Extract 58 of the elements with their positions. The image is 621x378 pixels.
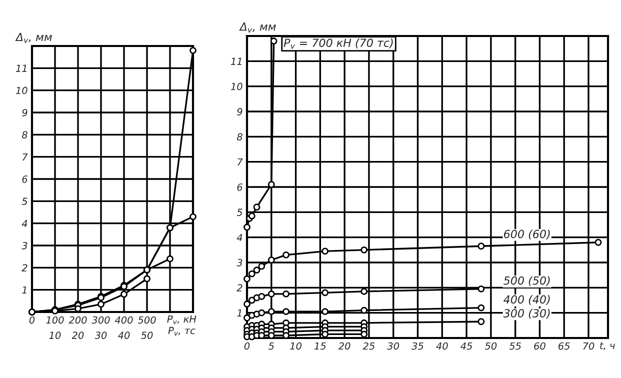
series-label: 400 (40) [504,295,550,305]
x-tick-label: 10 [290,342,302,350]
y-tick-label: 3 [22,242,28,250]
y-tick-label: 9 [22,108,28,116]
series-label: 500 (50) [504,276,550,286]
y-tick-label: 5 [22,198,28,205]
x-tick-label: 500 [138,316,156,324]
x-tick-label: 300 [92,316,110,324]
y-tick-label: 10 [230,82,242,90]
y-tick-label: 2 [22,264,28,272]
y-tick-label: 5 [236,208,242,216]
x-tick-label: 50 [484,342,497,350]
x-tick-label: 30 [387,342,400,350]
y-tick-label: 11 [16,64,26,72]
x-tick-label: 200 [68,316,87,324]
x2-tick-label: 30 [94,332,107,339]
x2-tick-label: 20 [72,332,84,339]
y-tick-label: 4 [22,220,28,228]
y-tick-label: 4 [236,234,242,242]
y-tick-label: 7 [238,158,243,166]
x-tick-label: 20 [338,342,350,350]
x-tick-label: 15 [314,342,326,350]
x-tick-label: 35 [412,342,424,350]
x2-tick-label: 10 [49,332,61,339]
y-tick-label: 6 [237,183,242,191]
x-tick-label: 55 [509,342,521,350]
x-tick-label: 25 [362,342,375,350]
y-tick-label: 3 [236,258,242,266]
x2-tick-label: 50 [141,332,153,339]
x-tick-label: 70 [583,342,594,350]
series-label: P$_{v}$ = 700 кН (70 тс) [284,38,393,49]
y-tick-label: 9 [237,108,242,116]
x-tick-label: 45 [460,342,472,350]
y-tick-label: 8 [236,133,242,140]
x-tick-label: 0 [244,342,250,350]
x2-axis-title: P$_{v}$, тс [168,326,196,336]
y-axis-title: Δ$_{v}$, мм [15,32,52,43]
x-axis-title: t, ч [600,342,615,350]
x-tick-label: 100 [46,316,64,324]
x-axis-title: P$_{v}$, кН [167,315,196,324]
series-label: 300 (30) [503,308,550,319]
x-tick-label: 60 [534,342,546,350]
y-tick-label: 10 [16,86,28,94]
x-tick-label: 40 [436,342,448,350]
y-tick-label: 1 [22,286,26,294]
y-axis-title: Δ$_{v}$, мм [239,22,276,32]
x-tick-label: 65 [558,342,570,350]
y-tick-label: 11 [230,58,242,65]
series-label: 600 (60) [504,230,550,240]
y-tick-label: 6 [22,175,28,183]
y-tick-label: 1 [237,309,242,317]
x-tick-label: 400 [114,316,133,324]
x-tick-label: 5 [268,342,274,350]
x-tick-label: 0 [29,316,35,324]
x2-tick-label: 40 [118,332,130,339]
y-tick-label: 2 [236,284,242,292]
y-tick-label: 7 [22,153,28,161]
y-tick-label: 8 [22,131,28,138]
